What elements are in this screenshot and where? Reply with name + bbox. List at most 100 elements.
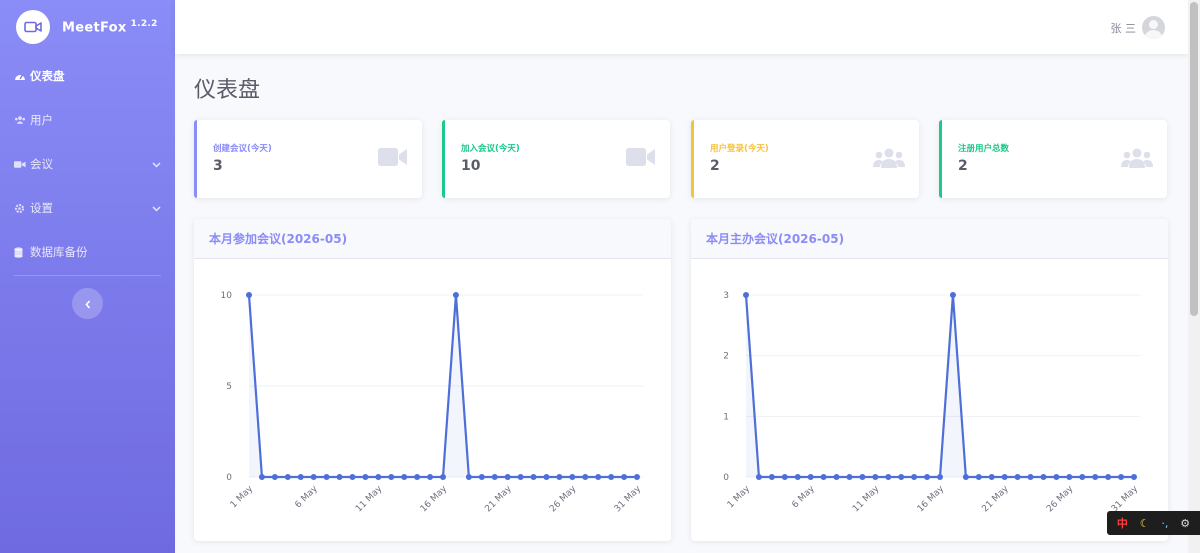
topbar: 张 三: [175, 0, 1188, 54]
data-point[interactable]: [975, 474, 982, 480]
data-point[interactable]: [452, 292, 459, 298]
card-accent: [442, 120, 445, 198]
data-point[interactable]: [284, 474, 291, 480]
data-point[interactable]: [517, 474, 524, 480]
video-icon: [14, 158, 26, 170]
data-point[interactable]: [1092, 474, 1099, 480]
card-value: 10: [461, 158, 481, 174]
data-point[interactable]: [569, 474, 576, 480]
data-point[interactable]: [375, 474, 382, 480]
data-point[interactable]: [911, 474, 918, 480]
data-point[interactable]: [246, 292, 252, 298]
sidebar-toggle-button[interactable]: [72, 288, 103, 319]
data-point[interactable]: [323, 474, 330, 480]
data-point[interactable]: [608, 474, 615, 480]
data-point[interactable]: [1105, 474, 1112, 480]
data-point[interactable]: [781, 474, 788, 480]
stat-card-created-meetings: 创建会议(今天) 3: [194, 120, 422, 198]
data-point[interactable]: [898, 474, 905, 480]
data-point[interactable]: [349, 474, 356, 480]
data-point[interactable]: [595, 474, 602, 480]
data-point[interactable]: [297, 474, 304, 480]
sidebar-item-label: 设置: [30, 201, 53, 215]
data-point[interactable]: [543, 474, 550, 480]
x-tick-label: 31 May: [1110, 484, 1141, 515]
punctuation-toggle[interactable]: ·,: [1161, 516, 1169, 530]
x-tick-label: 16 May: [419, 484, 450, 515]
card-value: 3: [213, 158, 223, 174]
data-point[interactable]: [833, 474, 840, 480]
data-point[interactable]: [1053, 474, 1060, 480]
data-point[interactable]: [1014, 474, 1021, 480]
data-point[interactable]: [859, 474, 866, 480]
data-point[interactable]: [962, 474, 969, 480]
data-point[interactable]: [362, 474, 369, 480]
data-point[interactable]: [1040, 474, 1047, 480]
data-point[interactable]: [768, 474, 775, 480]
data-point[interactable]: [427, 474, 434, 480]
stat-card-registered-users: 注册用户总数 2: [939, 120, 1167, 198]
data-point[interactable]: [465, 474, 472, 480]
data-point[interactable]: [1079, 474, 1086, 480]
sidebar-item-meetings[interactable]: 会议: [0, 142, 175, 186]
ime-chinese-toggle[interactable]: 中: [1116, 517, 1128, 530]
data-point[interactable]: [743, 292, 749, 298]
data-point[interactable]: [1066, 474, 1073, 480]
data-point[interactable]: [949, 292, 956, 298]
scrollbar-thumb[interactable]: [1190, 2, 1198, 316]
data-point[interactable]: [556, 474, 563, 480]
y-tick-label: 3: [723, 291, 729, 301]
card-value: 2: [958, 158, 968, 174]
data-point[interactable]: [414, 474, 421, 480]
sidebar-item-dashboard[interactable]: 仪表盘: [0, 54, 175, 98]
x-tick-label: 11 May: [851, 484, 882, 515]
sidebar-item-users[interactable]: 用户: [0, 98, 175, 142]
data-point[interactable]: [846, 474, 853, 480]
data-point[interactable]: [504, 474, 511, 480]
data-point[interactable]: [634, 474, 640, 480]
page-title: 仪表盘: [194, 78, 261, 103]
data-point[interactable]: [820, 474, 827, 480]
data-point[interactable]: [336, 474, 343, 480]
chart-panel-joined: 本月参加会议(2026-05) 0 5 10 1 May 6 May 11 May 16 M…: [194, 219, 671, 541]
moon-icon[interactable]: ☾: [1139, 516, 1150, 530]
data-point[interactable]: [271, 474, 278, 480]
data-point[interactable]: [937, 474, 943, 480]
data-point[interactable]: [1027, 474, 1034, 480]
scrollbar[interactable]: [1188, 0, 1200, 553]
data-point[interactable]: [491, 474, 498, 480]
data-point[interactable]: [924, 474, 931, 480]
data-point[interactable]: [1001, 474, 1008, 480]
gear-icon[interactable]: ⚙: [1180, 516, 1191, 530]
data-point[interactable]: [401, 474, 408, 480]
sidebar-item-settings[interactable]: 设置: [0, 186, 175, 230]
data-point[interactable]: [621, 474, 628, 480]
data-point[interactable]: [872, 474, 879, 480]
user-menu[interactable]: 张 三: [1110, 16, 1165, 39]
chevron-down-icon: [152, 157, 161, 171]
card-label: 注册用户总数: [958, 144, 1010, 154]
stat-card-joined-meetings: 加入会议(今天) 10: [442, 120, 670, 198]
brand[interactable]: MeetFox 1.2.2: [0, 0, 175, 54]
card-accent: [691, 120, 694, 198]
y-tick-label: 10: [221, 291, 233, 301]
user-name: 张 三: [1110, 21, 1137, 35]
data-point[interactable]: [478, 474, 485, 480]
data-point[interactable]: [258, 474, 265, 480]
data-point[interactable]: [582, 474, 589, 480]
data-point[interactable]: [530, 474, 537, 480]
data-point[interactable]: [807, 474, 814, 480]
data-point[interactable]: [755, 474, 762, 480]
card-label: 创建会议(今天): [213, 144, 272, 154]
data-point[interactable]: [1131, 474, 1137, 480]
users-icon: [14, 114, 26, 126]
data-point[interactable]: [794, 474, 801, 480]
avatar: [1142, 16, 1165, 39]
sidebar-item-database-backup[interactable]: 数据库备份: [0, 230, 175, 274]
data-point[interactable]: [1118, 474, 1125, 480]
data-point[interactable]: [440, 474, 446, 480]
data-point[interactable]: [885, 474, 892, 480]
data-point[interactable]: [310, 474, 317, 480]
data-point[interactable]: [388, 474, 395, 480]
data-point[interactable]: [988, 474, 995, 480]
